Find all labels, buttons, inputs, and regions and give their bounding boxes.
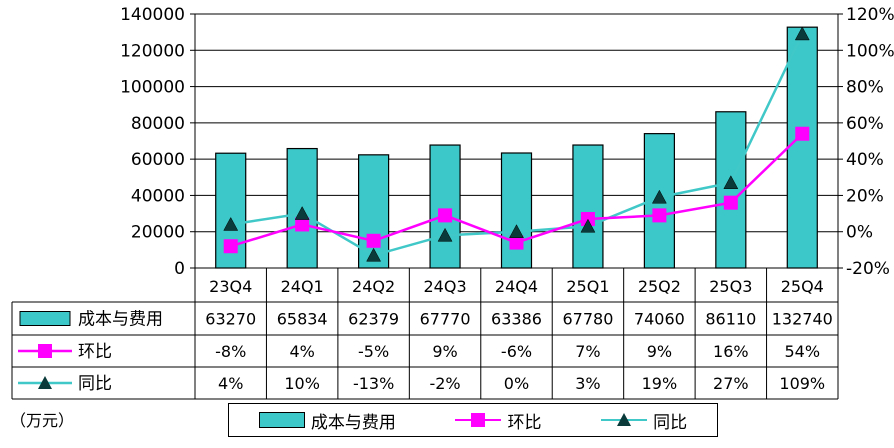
table-value: 19% — [642, 374, 678, 393]
row-header: 同比 — [78, 374, 112, 394]
y-right-tick-label: 60% — [846, 114, 884, 134]
category-label: 24Q3 — [423, 277, 466, 296]
legend-label-cost: 成本与费用 — [310, 412, 396, 433]
mom-point-24Q2 — [366, 233, 381, 248]
table-value: -5% — [358, 342, 389, 361]
table-value: 0% — [504, 374, 529, 393]
unit-label: （万元） — [10, 411, 75, 430]
table-value: 10% — [284, 374, 320, 393]
table-value: 9% — [647, 342, 672, 361]
category-label: 24Q2 — [352, 277, 395, 296]
category-label: 23Q4 — [209, 277, 252, 296]
table-value: 86110 — [705, 310, 756, 329]
table-value: 67780 — [562, 310, 613, 329]
mom-point-23Q4 — [223, 239, 238, 254]
table-value: -8% — [215, 342, 246, 361]
y-right-tick-label: 80% — [846, 78, 884, 98]
mom-point-24Q4 — [509, 235, 524, 250]
line-series — [223, 26, 810, 262]
table-value: 4% — [218, 374, 243, 393]
y-left-tick-label: 60000 — [131, 150, 185, 170]
y-left-tick-label: 40000 — [131, 186, 185, 206]
row-swatch-cost — [19, 311, 71, 326]
table-value: 109% — [779, 374, 825, 393]
table-value: 27% — [713, 374, 749, 393]
legend-item-cost: 成本与费用 — [258, 408, 396, 433]
y-left-tick-label: 120000 — [120, 41, 185, 61]
mom-point-25Q3 — [723, 195, 738, 210]
legend-item-mom: 环比 — [455, 408, 541, 433]
mom-point-24Q3 — [438, 208, 453, 223]
yoy-point-23Q4 — [223, 216, 239, 231]
bar-25Q1 — [572, 144, 604, 269]
yoy-point-25Q2 — [651, 189, 667, 204]
category-label: 25Q4 — [781, 277, 824, 296]
legend-mom-swatch — [455, 413, 502, 427]
bar-24Q4 — [500, 152, 533, 269]
table-value: 3% — [575, 374, 600, 393]
legend: 成本与费用 环比 同比 — [228, 403, 718, 437]
category-label: 24Q4 — [495, 277, 538, 296]
legend-item-yoy: 同比 — [601, 408, 687, 433]
yoy-point-24Q4 — [509, 224, 524, 238]
category-label: 25Q1 — [566, 277, 609, 296]
table-value: 74060 — [634, 310, 685, 329]
row-header: 环比 — [78, 342, 112, 362]
data-table: 23Q4 24Q1 24Q2 24Q3 24Q4 25Q1 25Q2 25Q3 25Q4 6327… — [11, 267, 839, 400]
bar-25Q4 — [786, 26, 818, 269]
table-value: 63386 — [491, 310, 542, 329]
table-value: 54% — [784, 342, 820, 361]
y-left-tick-label: 140000 — [120, 5, 185, 25]
y-left-tick-label: 0 — [174, 259, 185, 279]
y-right-tick-label: 100% — [846, 41, 894, 61]
mom-point-25Q4 — [795, 126, 810, 141]
table-value: 4% — [289, 342, 314, 361]
category-label: 25Q3 — [709, 277, 752, 296]
table-value: 67770 — [420, 310, 471, 329]
y-right-tick-label: 120% — [846, 5, 894, 25]
mom-point-25Q2 — [652, 208, 667, 223]
table-value: 9% — [432, 342, 457, 361]
bar-25Q3 — [715, 111, 747, 269]
yoy-point-25Q4 — [794, 26, 810, 41]
table-value: -2% — [429, 374, 460, 393]
y-right-tick-label: 40% — [846, 150, 884, 170]
y-right-tick-label: 20% — [846, 186, 884, 206]
y-right-tick-label: -20% — [846, 259, 890, 279]
yoy-point-25Q3 — [723, 175, 739, 189]
table-value: 16% — [713, 342, 749, 361]
table-value: -6% — [501, 342, 532, 361]
y-left-tick-label: 20000 — [131, 223, 185, 243]
table-value: 65834 — [277, 310, 328, 329]
y-left-tick-label: 80000 — [131, 114, 185, 134]
table-value: 132740 — [772, 310, 833, 329]
legend-label-mom: 环比 — [507, 412, 542, 433]
yoy-point-24Q1 — [294, 206, 310, 220]
mom-point-24Q1 — [295, 217, 310, 232]
legend-yoy-swatch — [601, 413, 648, 427]
row-header: 成本与费用 — [78, 310, 163, 330]
table-value: -13% — [353, 374, 394, 393]
category-label: 25Q2 — [638, 277, 681, 296]
legend-label-yoy: 同比 — [653, 412, 688, 433]
table-value: 63270 — [205, 310, 256, 329]
category-label: 24Q1 — [281, 277, 324, 296]
y-right-tick-label: 0% — [846, 223, 873, 243]
row-swatch-yoy-marker — [38, 376, 52, 389]
bar-24Q3 — [429, 144, 461, 269]
legend-bar-swatch — [258, 412, 305, 428]
yoy-point-25Q1 — [580, 218, 596, 233]
yoy-point-24Q3 — [437, 227, 453, 242]
yoy-point-24Q2 — [366, 247, 382, 262]
table-value: 62379 — [348, 310, 399, 329]
row-swatch-mom-marker — [38, 344, 52, 358]
table-value: 7% — [575, 342, 600, 361]
y-left-tick-label: 100000 — [120, 78, 185, 98]
